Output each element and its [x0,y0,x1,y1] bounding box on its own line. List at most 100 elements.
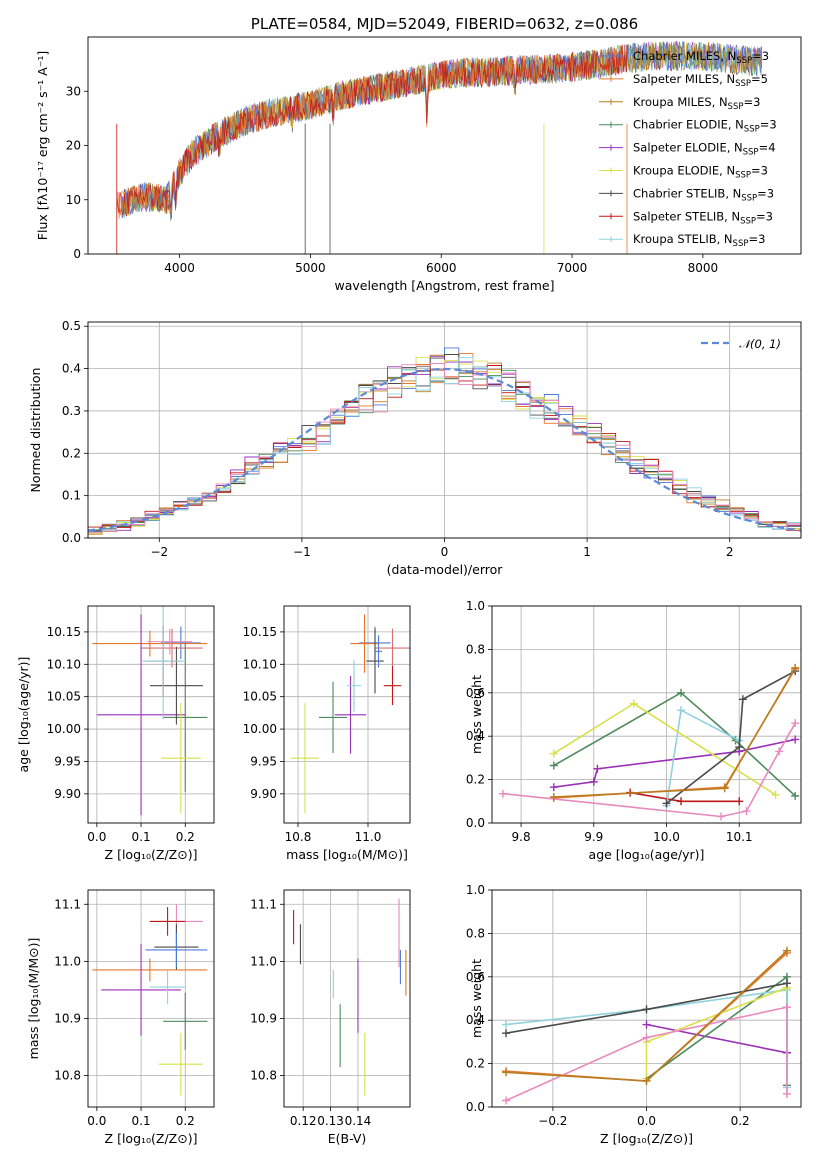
spectrum-plot-area [116,40,763,254]
weight-line [553,691,796,797]
x-axis-label: Z [log₁₀(Z/Z⊙)] [600,1131,693,1146]
legend-name: Salpeter STELIB, N [633,209,740,223]
legend-suffix: =3 [743,95,760,109]
age_vs_Z-plot-area [92,606,208,816]
x-tick-label: 0.2 [176,1114,195,1128]
legend-suffix: =3 [752,49,769,63]
x-tick-label: 0.13 [317,1114,344,1128]
y-tick-label: 10.15 [47,625,81,639]
error-bar-point [375,628,410,668]
y-tick-label: 10 [66,193,81,207]
legend-name: Kroupa ELODIE, N [633,164,735,178]
x-tick-label: 9.8 [512,830,531,844]
weight-marker [791,791,800,800]
error-bar-point [96,614,186,816]
mass_vs_EBV-ticks: 0.12 0.13 0.14 10.8 10.9 11.0 11.1 [250,890,410,1128]
y-axis-label: mass [log₁₀(M/M⊙)] [26,938,41,1060]
weight-line [553,738,796,788]
weight-marker [502,1096,511,1105]
age_vs_mass-frame [283,605,411,824]
weight-marker [720,784,729,793]
mass_vs_Z-frame [87,889,215,1108]
residual_hist-frame [87,321,802,539]
legend-subscript: SSP [735,79,751,89]
weight-marker [642,1033,651,1042]
legend-name: Chabrier MILES, N [633,49,736,63]
y-tick-label: 0.6 [466,970,485,984]
mass_vs_Z-plot-area [92,904,208,1096]
y-tick-label: 10.10 [243,657,277,671]
mass_weight_vs_Z-plot-area [502,946,791,1105]
y-tick-label: 9.95 [54,754,81,768]
x-tick-label: 10.1 [726,830,753,844]
y-tick-label: 11.0 [54,954,81,968]
y-axis-label: Flux [fλ10⁻¹⁷ erg cm⁻² s⁻¹ A⁻¹] [35,51,50,240]
error-bar-point [160,703,201,814]
error-bar-point [158,1032,203,1096]
x-tick-label: 0.1 [132,1114,151,1128]
x-axis-label: Z [log₁₀(Z/Z⊙)] [105,847,198,862]
x-tick-label: −2 [150,545,168,559]
x-axis-label: age [log₁₀(age/yr)] [589,847,705,862]
age_vs_mass-ticks: 10.8 11.0 9.90 9.95 10.00 10.05 10.10 10.15 [243,606,410,844]
x-tick-label: 0 [441,545,449,559]
y-tick-label: 0 [73,247,81,261]
y-tick-label: 10.8 [250,1069,277,1083]
age_vs_mass-plot-area [291,614,410,814]
legend-name: Chabrier ELODIE, N [633,118,744,132]
y-axis-label: mass weight [469,675,484,754]
x-tick-label: 0.2 [731,1114,750,1128]
weight-marker [782,979,791,988]
weight-line [666,670,796,805]
error-bar-point [350,614,379,673]
legend-subscript: SSP [743,148,759,158]
weight-line [553,667,796,798]
error-bar-point [92,630,208,657]
legend-suffix: =4 [759,141,776,155]
x-tick-label: 11.0 [355,830,382,844]
x-axis-label: wavelength [Angstrom, rest frame] [334,278,554,293]
weight-series [549,699,780,799]
x-tick-label: 0.0 [87,1114,106,1128]
legend-label: Salpeter ELODIE, NSSP=4 [633,141,776,158]
error-bar-point [366,628,384,694]
mass_weight_vs_Z-frame [491,889,802,1108]
legend-label: Chabrier STELIB, NSSP=3 [633,186,774,203]
error-bar-point [163,642,208,792]
weight-series [498,719,800,821]
x-tick-label: 10.8 [285,830,312,844]
legend-label: Salpeter MILES, NSSP=5 [633,72,768,89]
error-bar-point [160,626,201,660]
y-tick-label: 9.90 [250,787,277,801]
mass_weight_vs_age-frame [491,605,802,824]
error-bar-point [92,958,208,982]
mass_vs_EBV-frame [283,889,411,1108]
y-tick-label: 11.1 [54,897,81,911]
spectrum-line [121,41,763,217]
weight-series [549,735,800,792]
y-tick-label: 0.0 [466,1100,485,1114]
error-bar-point [101,944,181,1036]
x-axis-label: E(B-V) [328,1131,367,1146]
weight-marker [642,1005,651,1014]
age_vs_Z-frame [87,605,215,824]
weight-marker [502,1020,511,1029]
y-axis-label: Normed distribution [28,368,43,493]
y-tick-label: 10.8 [54,1069,81,1083]
legend-suffix: =3 [751,164,768,178]
weight-marker [782,1003,791,1012]
y-tick-label: 0.8 [466,926,485,940]
spectrum-line [116,44,629,217]
weight-series [642,972,791,1090]
weight-marker [771,790,780,799]
weight-marker [791,735,800,744]
weight-marker [735,797,744,806]
error-bar-point [347,659,361,712]
legend-suffix: =5 [751,72,768,86]
error-bar-point [149,646,203,725]
legend-subscript: SSP [735,171,751,181]
y-tick-label: 1.0 [466,599,485,613]
y-tick-label: 30 [66,84,81,98]
weight-line [553,668,796,799]
